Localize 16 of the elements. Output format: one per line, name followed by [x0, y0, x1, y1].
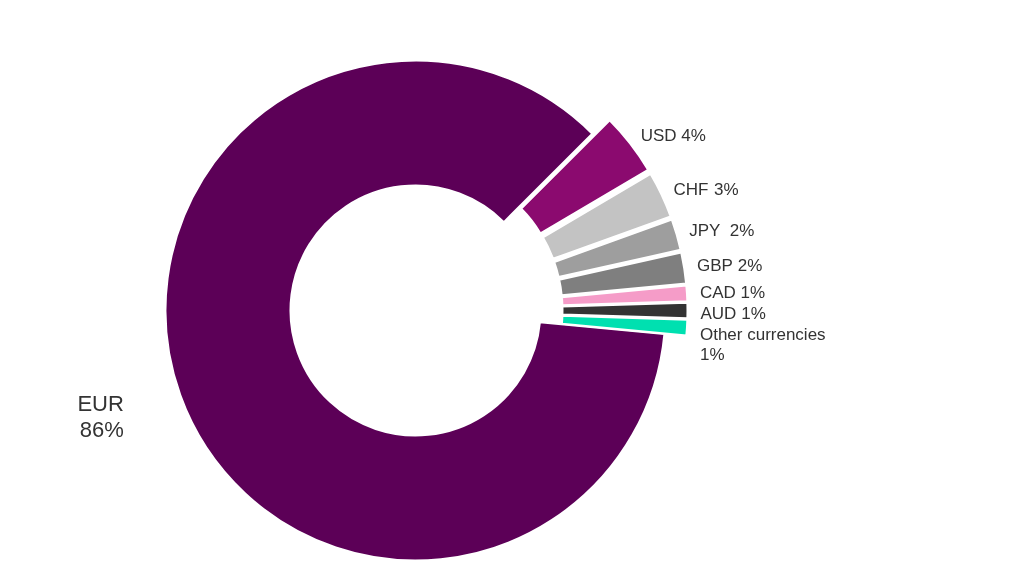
data-label: 1% [741, 304, 766, 324]
data-label: 2% [737, 256, 763, 276]
slice-label: AUD [700, 304, 737, 324]
slice-label: USD [640, 126, 677, 146]
data-label: 3% [714, 179, 739, 199]
data-label: 1% [699, 345, 725, 365]
slice-label: Other currencies [699, 325, 826, 345]
slice-label: EUR [77, 391, 124, 417]
slice-label: CHF [673, 179, 709, 199]
slice-label: JPY [689, 221, 721, 241]
data-label: 2% [729, 221, 755, 241]
data-label: 1% [740, 283, 766, 303]
data-label: 4% [681, 126, 706, 146]
slice-label: CAD [699, 283, 736, 303]
slice-label: GBP [696, 256, 733, 276]
data-label: 86% [79, 417, 124, 443]
